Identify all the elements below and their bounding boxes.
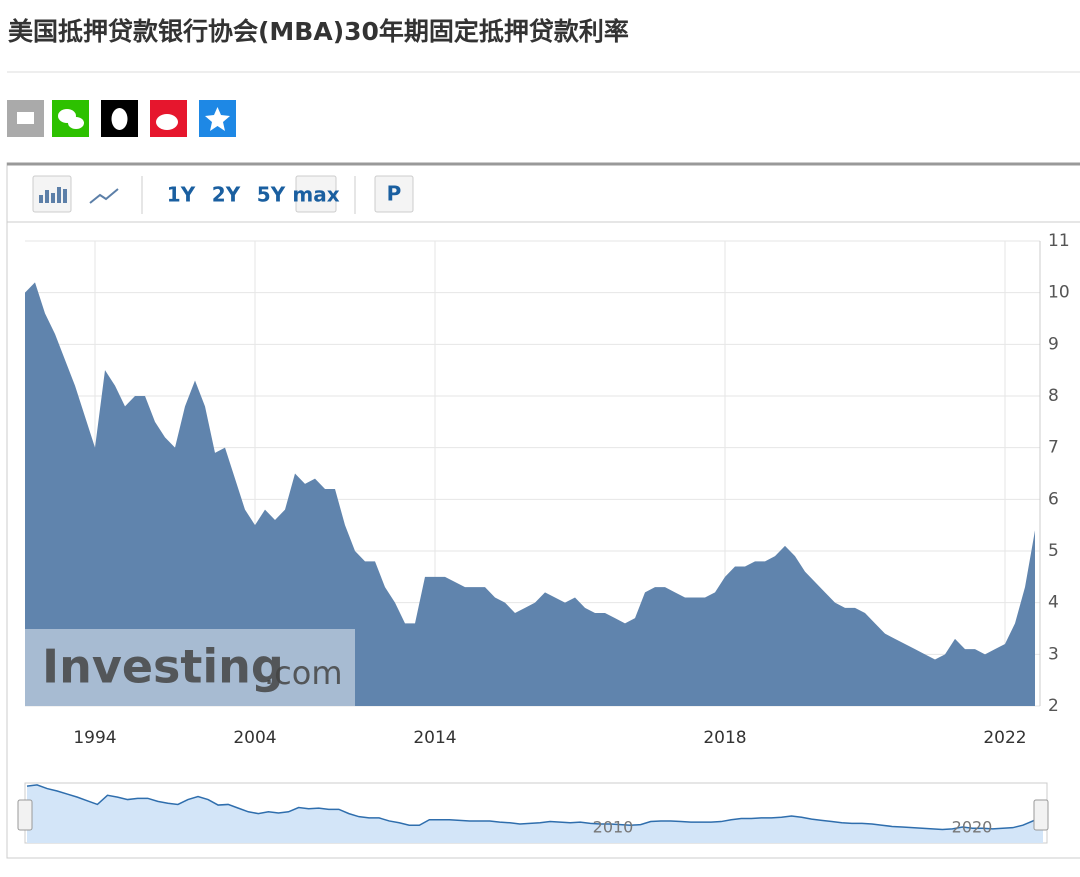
y-tick-label: 4 [1048,593,1059,613]
print-button[interactable] [374,175,414,213]
area [25,282,1035,706]
watermark-box [25,629,355,706]
range-button[interactable]: 1Y [167,183,196,207]
y-tick-label: 5 [1048,541,1059,561]
share-icons [7,100,236,137]
page-title: 美国抵押贷款银行协会(MBA)30年期固定抵押贷款利率 [8,17,629,46]
y-tick-label: 10 [1048,283,1070,303]
x-tick-label: 2004 [233,728,276,748]
range-button[interactable]: max [292,183,339,207]
y-tick-label: 2 [1048,696,1059,716]
x-tick-label: 2014 [413,728,456,748]
range-button[interactable]: 5Y [257,183,286,207]
y-tick-label: 11 [1048,231,1070,251]
y-tick-label: 6 [1048,489,1059,509]
navigator-line [26,784,1044,831]
navigator-label: 2010 [593,818,634,837]
x-tick-label: 2018 [703,728,746,748]
range-button[interactable]: 2Y [212,183,241,207]
navigator-handle[interactable] [17,799,33,831]
navigator-handle[interactable] [1033,799,1049,831]
y-tick-label: 3 [1048,644,1059,664]
watermark-suffix: .com [264,654,343,692]
y-tick-label: 7 [1048,438,1059,458]
watermark-brand: Investing [42,640,284,694]
y-tick-label: 8 [1048,386,1059,406]
x-tick-label: 2022 [983,728,1026,748]
range-button-bg[interactable] [295,175,337,213]
navigator-area [27,784,1043,843]
navigator-label: 2020 [952,818,993,837]
line-view-button[interactable] [89,188,119,204]
print-label[interactable]: P [387,182,402,206]
y-tick-label: 9 [1048,334,1059,354]
x-tick-label: 1994 [73,728,116,748]
